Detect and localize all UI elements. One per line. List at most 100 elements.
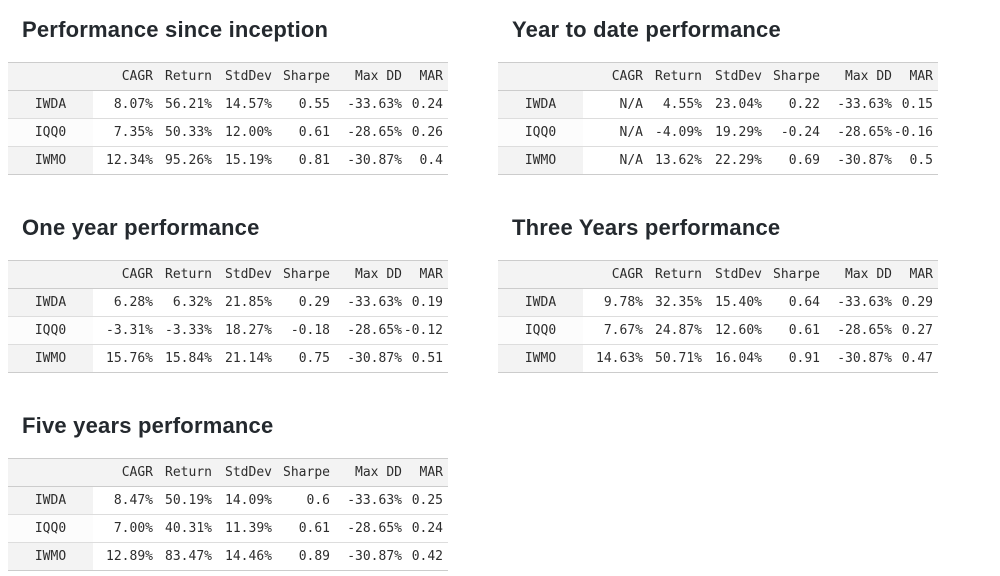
value-cell-sharpe: 0.22 [788, 97, 820, 112]
value-cell-mar: -0.16 [893, 125, 933, 140]
ticker-cell: IWMO [8, 344, 93, 373]
value-cell-max-dd: -28.65% [837, 125, 892, 140]
value-cell-mar: 0.27 [901, 323, 933, 338]
ticker-cell: IWMO [8, 542, 93, 571]
value-cell-stddev: 15.40% [715, 295, 762, 310]
col-header-mar: MAR [892, 62, 938, 91]
ticker-cell: IQQ0 [498, 118, 583, 147]
value-cell-sharpe: 0.75 [298, 351, 330, 366]
value-cell-max-dd: -30.87% [347, 549, 402, 564]
value-cell-max-dd: -30.87% [837, 153, 892, 168]
value-cell-return: 40.31% [165, 521, 212, 536]
value-cell-cagr: 6.28% [113, 295, 153, 310]
value-cell-return: 24.87% [655, 323, 702, 338]
value-cell-sharpe: 0.91 [788, 351, 820, 366]
col-header-stddev: StdDev [212, 458, 272, 487]
section-title-year-to-date: Year to date performance [512, 17, 781, 42]
value-cell-stddev: 14.46% [225, 549, 272, 564]
value-cell-cagr: 8.47% [113, 493, 153, 508]
performance-table-since-inception: CAGR Return StdDev Sharpe Max DD MAR IWDA 8.07%… [8, 62, 448, 175]
col-header-index [8, 458, 93, 487]
value-cell-max-dd: -33.63% [837, 97, 892, 112]
value-cell-mar: 0.24 [411, 97, 443, 112]
table-row-iwda: IWDA N/A 4.55% 23.04% 0.22 -33.63% 0.15 [498, 90, 938, 119]
col-header-return: Return [153, 260, 212, 289]
table-row-iwmo: IWMO N/A 13.62% 22.29% 0.69 -30.87% 0.5 [498, 146, 938, 175]
header-row: CAGR Return StdDev Sharpe Max DD MAR [498, 260, 938, 289]
value-cell-sharpe: 0.89 [298, 549, 330, 564]
value-cell-sharpe: -0.18 [290, 323, 330, 338]
ticker-cell: IWDA [8, 90, 93, 119]
value-cell-mar: 0.29 [901, 295, 933, 310]
table-row-iqq0: IQQ0 N/A -4.09% 19.29% -0.24 -28.65% -0.16 [498, 118, 938, 147]
value-cell-max-dd: -30.87% [347, 153, 402, 168]
value-cell-stddev: 23.04% [715, 97, 762, 112]
value-cell-return: 50.71% [655, 351, 702, 366]
value-cell-cagr: 7.00% [113, 521, 153, 536]
col-header-max-dd: Max DD [820, 260, 892, 289]
section-title-one-year: One year performance [22, 215, 260, 240]
table-row-iwmo: IWMO 14.63% 50.71% 16.04% 0.91 -30.87% 0.47 [498, 344, 938, 373]
col-header-sharpe: Sharpe [272, 62, 330, 91]
ticker-cell: IQQ0 [8, 118, 93, 147]
ticker-cell: IWDA [498, 90, 583, 119]
value-cell-sharpe: 0.29 [298, 295, 330, 310]
col-header-return: Return [643, 260, 702, 289]
col-header-mar: MAR [892, 260, 938, 289]
value-cell-sharpe: 0.69 [788, 153, 820, 168]
value-cell-return: 83.47% [165, 549, 212, 564]
ticker-cell: IWMO [8, 146, 93, 175]
value-cell-max-dd: -33.63% [347, 97, 402, 112]
value-cell-cagr: 12.34% [106, 153, 153, 168]
value-cell-sharpe: 0.61 [298, 521, 330, 536]
value-cell-return: 50.19% [165, 493, 212, 508]
value-cell-mar: 0.42 [411, 549, 443, 564]
value-cell-cagr: 7.67% [603, 323, 643, 338]
value-cell-return: 95.26% [165, 153, 212, 168]
col-header-cagr: CAGR [93, 260, 153, 289]
value-cell-sharpe: 0.6 [306, 493, 330, 508]
table-row-iqq0: IQQ0 7.00% 40.31% 11.39% 0.61 -28.65% 0.24 [8, 514, 448, 543]
value-cell-max-dd: -28.65% [347, 125, 402, 140]
col-header-index [8, 62, 93, 91]
ticker-cell: IQQ0 [498, 316, 583, 345]
value-cell-max-dd: -28.65% [347, 323, 402, 338]
table-row-iwmo: IWMO 15.76% 15.84% 21.14% 0.75 -30.87% 0.51 [8, 344, 448, 373]
value-cell-cagr: N/A [619, 125, 643, 140]
value-cell-mar: -0.12 [403, 323, 443, 338]
value-cell-max-dd: -33.63% [837, 295, 892, 310]
value-cell-mar: 0.19 [411, 295, 443, 310]
value-cell-stddev: 14.09% [225, 493, 272, 508]
value-cell-return: 50.33% [165, 125, 212, 140]
value-cell-return: 4.55% [662, 97, 702, 112]
value-cell-mar: 0.24 [411, 521, 443, 536]
ticker-cell: IWMO [498, 344, 583, 373]
col-header-return: Return [643, 62, 702, 91]
value-cell-mar: 0.4 [419, 153, 443, 168]
ticker-cell: IWDA [8, 486, 93, 515]
value-cell-return: -3.33% [165, 323, 212, 338]
value-cell-mar: 0.15 [901, 97, 933, 112]
col-header-stddev: StdDev [702, 62, 762, 91]
value-cell-stddev: 14.57% [225, 97, 272, 112]
col-header-mar: MAR [402, 458, 448, 487]
value-cell-return: 6.32% [172, 295, 212, 310]
col-header-index [498, 62, 583, 91]
value-cell-max-dd: -33.63% [347, 493, 402, 508]
col-header-sharpe: Sharpe [272, 260, 330, 289]
value-cell-return: 15.84% [165, 351, 212, 366]
value-cell-mar: 0.5 [909, 153, 933, 168]
value-cell-cagr: 8.07% [113, 97, 153, 112]
performance-table-year-to-date: CAGR Return StdDev Sharpe Max DD MAR IWDA N/A 4.… [498, 62, 938, 175]
value-cell-stddev: 12.00% [225, 125, 272, 140]
value-cell-sharpe: 0.61 [788, 323, 820, 338]
section-performance-since-inception: Performance since inception CAGR Return St… [8, 16, 448, 175]
table-row-iwda: IWDA 6.28% 6.32% 21.85% 0.29 -33.63% 0.19 [8, 288, 448, 317]
section-five-years-performance: Five years performance CAGR Return StdDev S… [8, 412, 448, 571]
header-row: CAGR Return StdDev Sharpe Max DD MAR [8, 62, 448, 91]
value-cell-mar: 0.51 [411, 351, 443, 366]
section-three-years-performance: Three Years performance CAGR Return StdDev… [498, 214, 938, 373]
header-row: CAGR Return StdDev Sharpe Max DD MAR [8, 260, 448, 289]
col-header-return: Return [153, 62, 212, 91]
